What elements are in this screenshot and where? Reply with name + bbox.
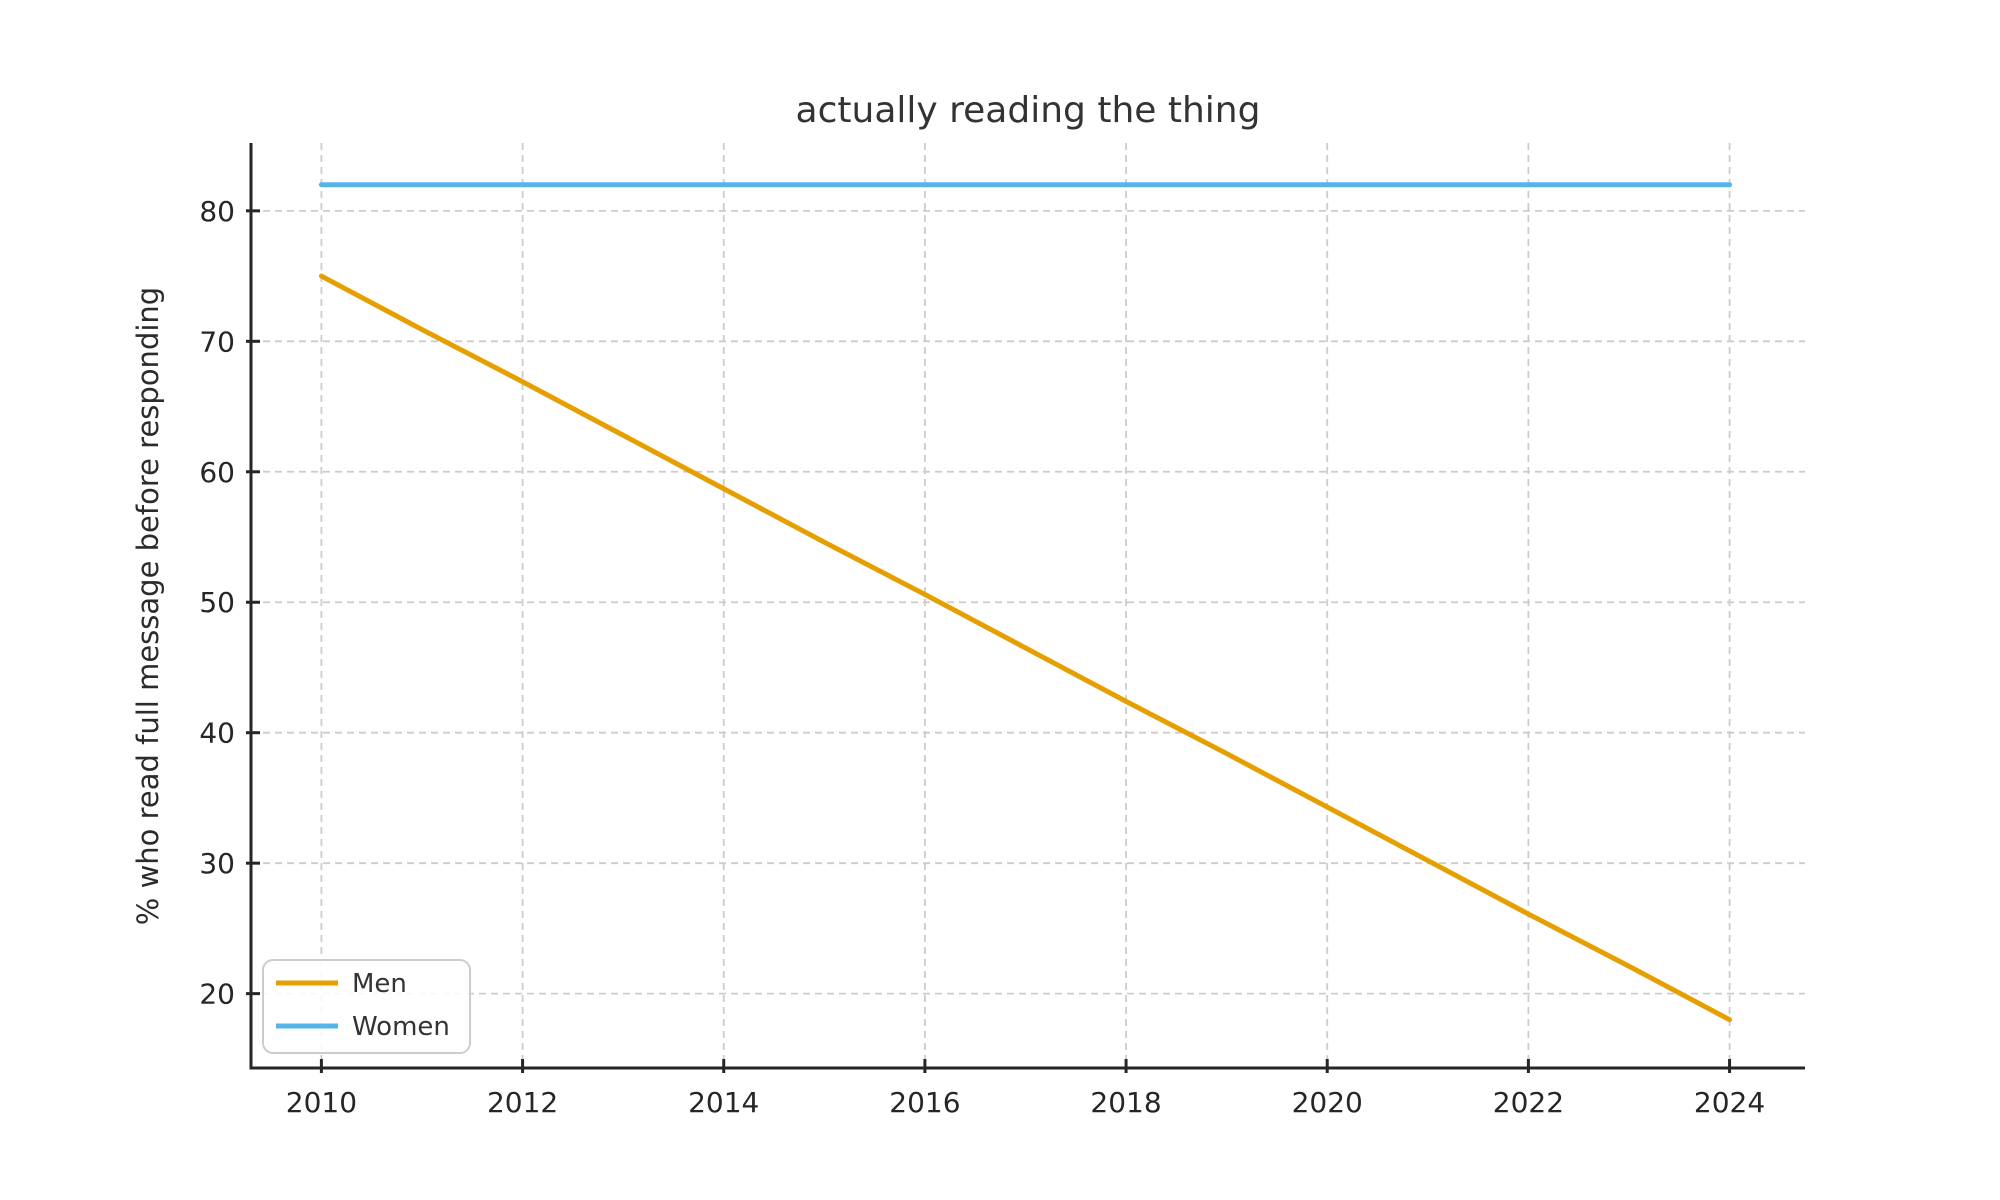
legend-label-men: Men xyxy=(352,969,407,999)
y-tick-labels: 20 30 40 50 60 70 80 xyxy=(199,195,235,1011)
y-tick-label: 40 xyxy=(199,717,235,750)
axis-ticks xyxy=(246,209,1732,1073)
y-tick-label: 60 xyxy=(199,456,235,489)
series-line-men xyxy=(318,273,1733,1023)
x-tick-label: 2024 xyxy=(1694,1086,1765,1119)
y-tick-label: 70 xyxy=(199,325,235,358)
y-axis-label: % who read full message before respondin… xyxy=(131,287,165,925)
x-tick-label: 2020 xyxy=(1292,1086,1363,1119)
x-tick-labels: 2010 2012 2014 2016 2018 2020 2022 2024 xyxy=(286,1086,1765,1119)
legend: Men Women xyxy=(262,959,471,1054)
y-tick-label: 80 xyxy=(199,195,235,228)
x-tick-label: 2014 xyxy=(688,1086,759,1119)
series-lines xyxy=(318,182,1733,1023)
gridlines xyxy=(251,143,1805,1068)
x-tick-label: 2010 xyxy=(286,1086,357,1119)
y-tick-label: 50 xyxy=(199,586,235,619)
y-tick-label: 20 xyxy=(199,978,235,1011)
x-tick-label: 2022 xyxy=(1493,1086,1564,1119)
x-tick-label: 2016 xyxy=(889,1086,960,1119)
x-tick-label: 2018 xyxy=(1090,1086,1161,1119)
legend-label-women: Women xyxy=(352,1012,450,1042)
axes-spines xyxy=(249,143,1805,1070)
chart-title: actually reading the thing xyxy=(796,90,1261,131)
x-tick-label: 2012 xyxy=(487,1086,558,1119)
y-tick-label: 30 xyxy=(199,847,235,880)
